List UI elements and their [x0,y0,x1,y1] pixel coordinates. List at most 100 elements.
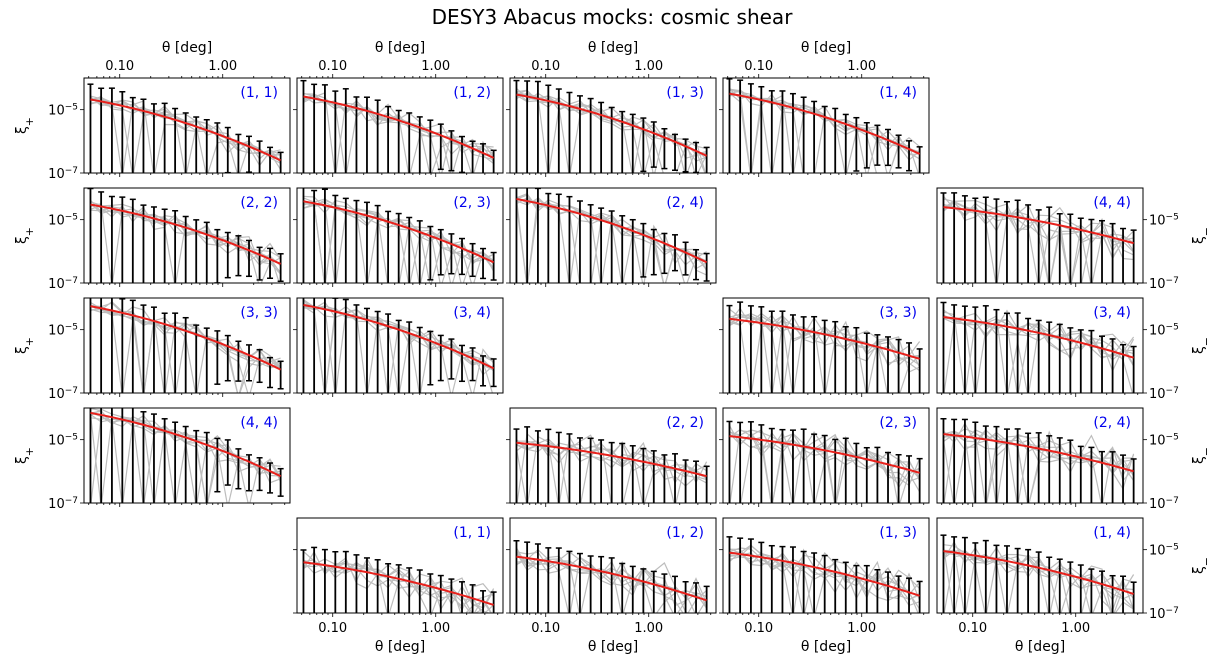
model-line [516,93,708,157]
y-tick-label: 10−7 [1149,276,1179,292]
x-axis-label: θ [deg] [801,639,851,655]
panel-frame [722,77,930,174]
panel-xi_plus--2--3-: (2, 3) [293,187,504,287]
model-line [90,411,282,478]
panel-label: (2, 4) [1093,415,1131,431]
x-axis-label: θ [deg] [801,40,851,56]
y-tick-label: 10−7 [1149,606,1179,622]
panel-xi_plus--3--4-: (3, 4) [293,297,504,397]
plot-area [300,546,497,613]
model-line [516,441,707,478]
y-tick-label: 10−5 [48,433,78,449]
panel-label: (2, 2) [240,195,278,211]
model-line [516,198,708,264]
panel-label: (2, 3) [879,415,917,431]
plot-area [87,83,284,173]
y-tick-label: 10−5 [1149,543,1179,559]
panel-label: (4, 4) [240,415,278,431]
model-line [303,95,495,159]
y-axis-label: ξ+ [14,227,36,244]
x-tick-label: 0.10 [531,59,560,74]
panel-frame [509,77,717,174]
plot-area [940,192,1137,283]
model-line [90,203,282,265]
x-tick-label: 0.10 [318,621,347,636]
plot-area [726,420,923,503]
figure-title: DESY3 Abacus mocks: cosmic shear [432,5,794,29]
x-axis-label: θ [deg] [375,639,425,655]
x-axis-label: θ [deg] [162,40,212,56]
panel-frame [296,517,504,614]
panel-frame [296,187,504,284]
y-tick-label: 10−5 [1149,323,1179,339]
y-axis-label: ξ− [1191,337,1213,354]
plot-area [300,79,497,173]
x-tick-label: 0.10 [105,59,134,74]
panel-frame [722,297,930,394]
panel-label: (1, 1) [240,85,278,101]
y-tick-label: 10−5 [48,103,78,119]
model-line [943,550,1134,595]
x-tick-label: 1.00 [421,621,450,636]
plot-area [940,534,1137,613]
panel-xi_minus--3--3-: (3, 3) [719,297,930,397]
x-tick-label: 1.00 [847,59,876,74]
panel-xi_minus--1--3-: 0.10 1.00 θ [deg] (1, 3) [719,517,930,655]
y-tick-label: 10−7 [48,166,78,182]
panel-frame [936,407,1144,504]
plot-area [515,188,710,283]
panel-xi_minus--1--2-: 0.10 1.00 θ [deg] (1, 2) [506,517,717,655]
x-tick-label: 1.00 [634,59,663,74]
plot-area [513,540,710,613]
y-axis-label: ξ+ [14,447,36,464]
model-line [516,555,707,602]
x-tick-label: 1.00 [208,59,237,74]
panel-frame [509,187,717,284]
plot-area [513,79,710,173]
panel-frame [83,77,291,174]
y-axis-label: ξ+ [14,117,36,134]
panel-frame [83,187,291,284]
y-tick-label: 10−5 [1149,433,1179,449]
model-line [729,92,921,155]
panel-label: (3, 4) [1093,305,1131,321]
x-axis-label: θ [deg] [375,40,425,56]
panel-frame [296,297,504,394]
x-tick-label: 0.10 [958,621,987,636]
plot-area [302,298,497,393]
panel-frame [722,407,930,504]
x-tick-label: 1.00 [421,59,450,74]
panel-xi_minus--2--4-: 10−7 10−5 ξ− (2, 4) [936,407,1213,512]
panel-label: (2, 2) [666,415,704,431]
panel-xi_plus--3--3-: 10−7 10−5 ξ+ (3, 3) [14,297,291,402]
panel-xi_minus--1--4-: 0.10 1.00 θ [deg] 10−7 10−5 ξ− (1, 4) [936,517,1213,655]
model-line [729,435,920,474]
panel-label: (2, 4) [666,195,704,211]
panel-frame [509,517,717,614]
panel-frame [509,407,717,504]
x-tick-label: 0.10 [531,621,560,636]
panel-xi_plus--1--3-: 0.10 1.00 θ [deg] (1, 3) [506,40,717,177]
panel-xi_minus--4--4-: 10−7 10−5 ξ− (4, 4) [936,187,1213,292]
x-tick-label: 0.10 [744,621,773,636]
panel-xi_minus--3--4-: 10−7 10−5 ξ− (3, 4) [936,297,1213,402]
model-line [303,304,495,370]
panel-xi_plus--1--1-: 0.10 1.00 θ [deg] 10−7 10−5 ξ+ (1, 1) [14,40,291,182]
y-axis-label: ξ− [1191,227,1213,244]
plot-area [726,301,923,393]
model-line [303,200,495,264]
panel-label: (2, 3) [453,195,491,211]
panel-frame [83,407,291,504]
model-line [943,316,1134,359]
panel-label: (1, 3) [879,525,917,541]
y-tick-label: 10−5 [1149,213,1179,229]
x-axis-label: θ [deg] [588,639,638,655]
panel-label: (1, 2) [666,525,704,541]
y-tick-label: 10−5 [48,213,78,229]
panel-xi_minus--2--3-: (2, 3) [719,407,930,507]
x-tick-label: 0.10 [318,59,347,74]
panel-xi_plus--2--2-: 10−7 10−5 ξ+ (2, 2) [14,187,291,292]
panel-xi_minus--1--1-: 0.10 1.00 θ [deg] (1, 1) [293,517,504,655]
x-tick-label: 1.00 [1061,621,1090,636]
